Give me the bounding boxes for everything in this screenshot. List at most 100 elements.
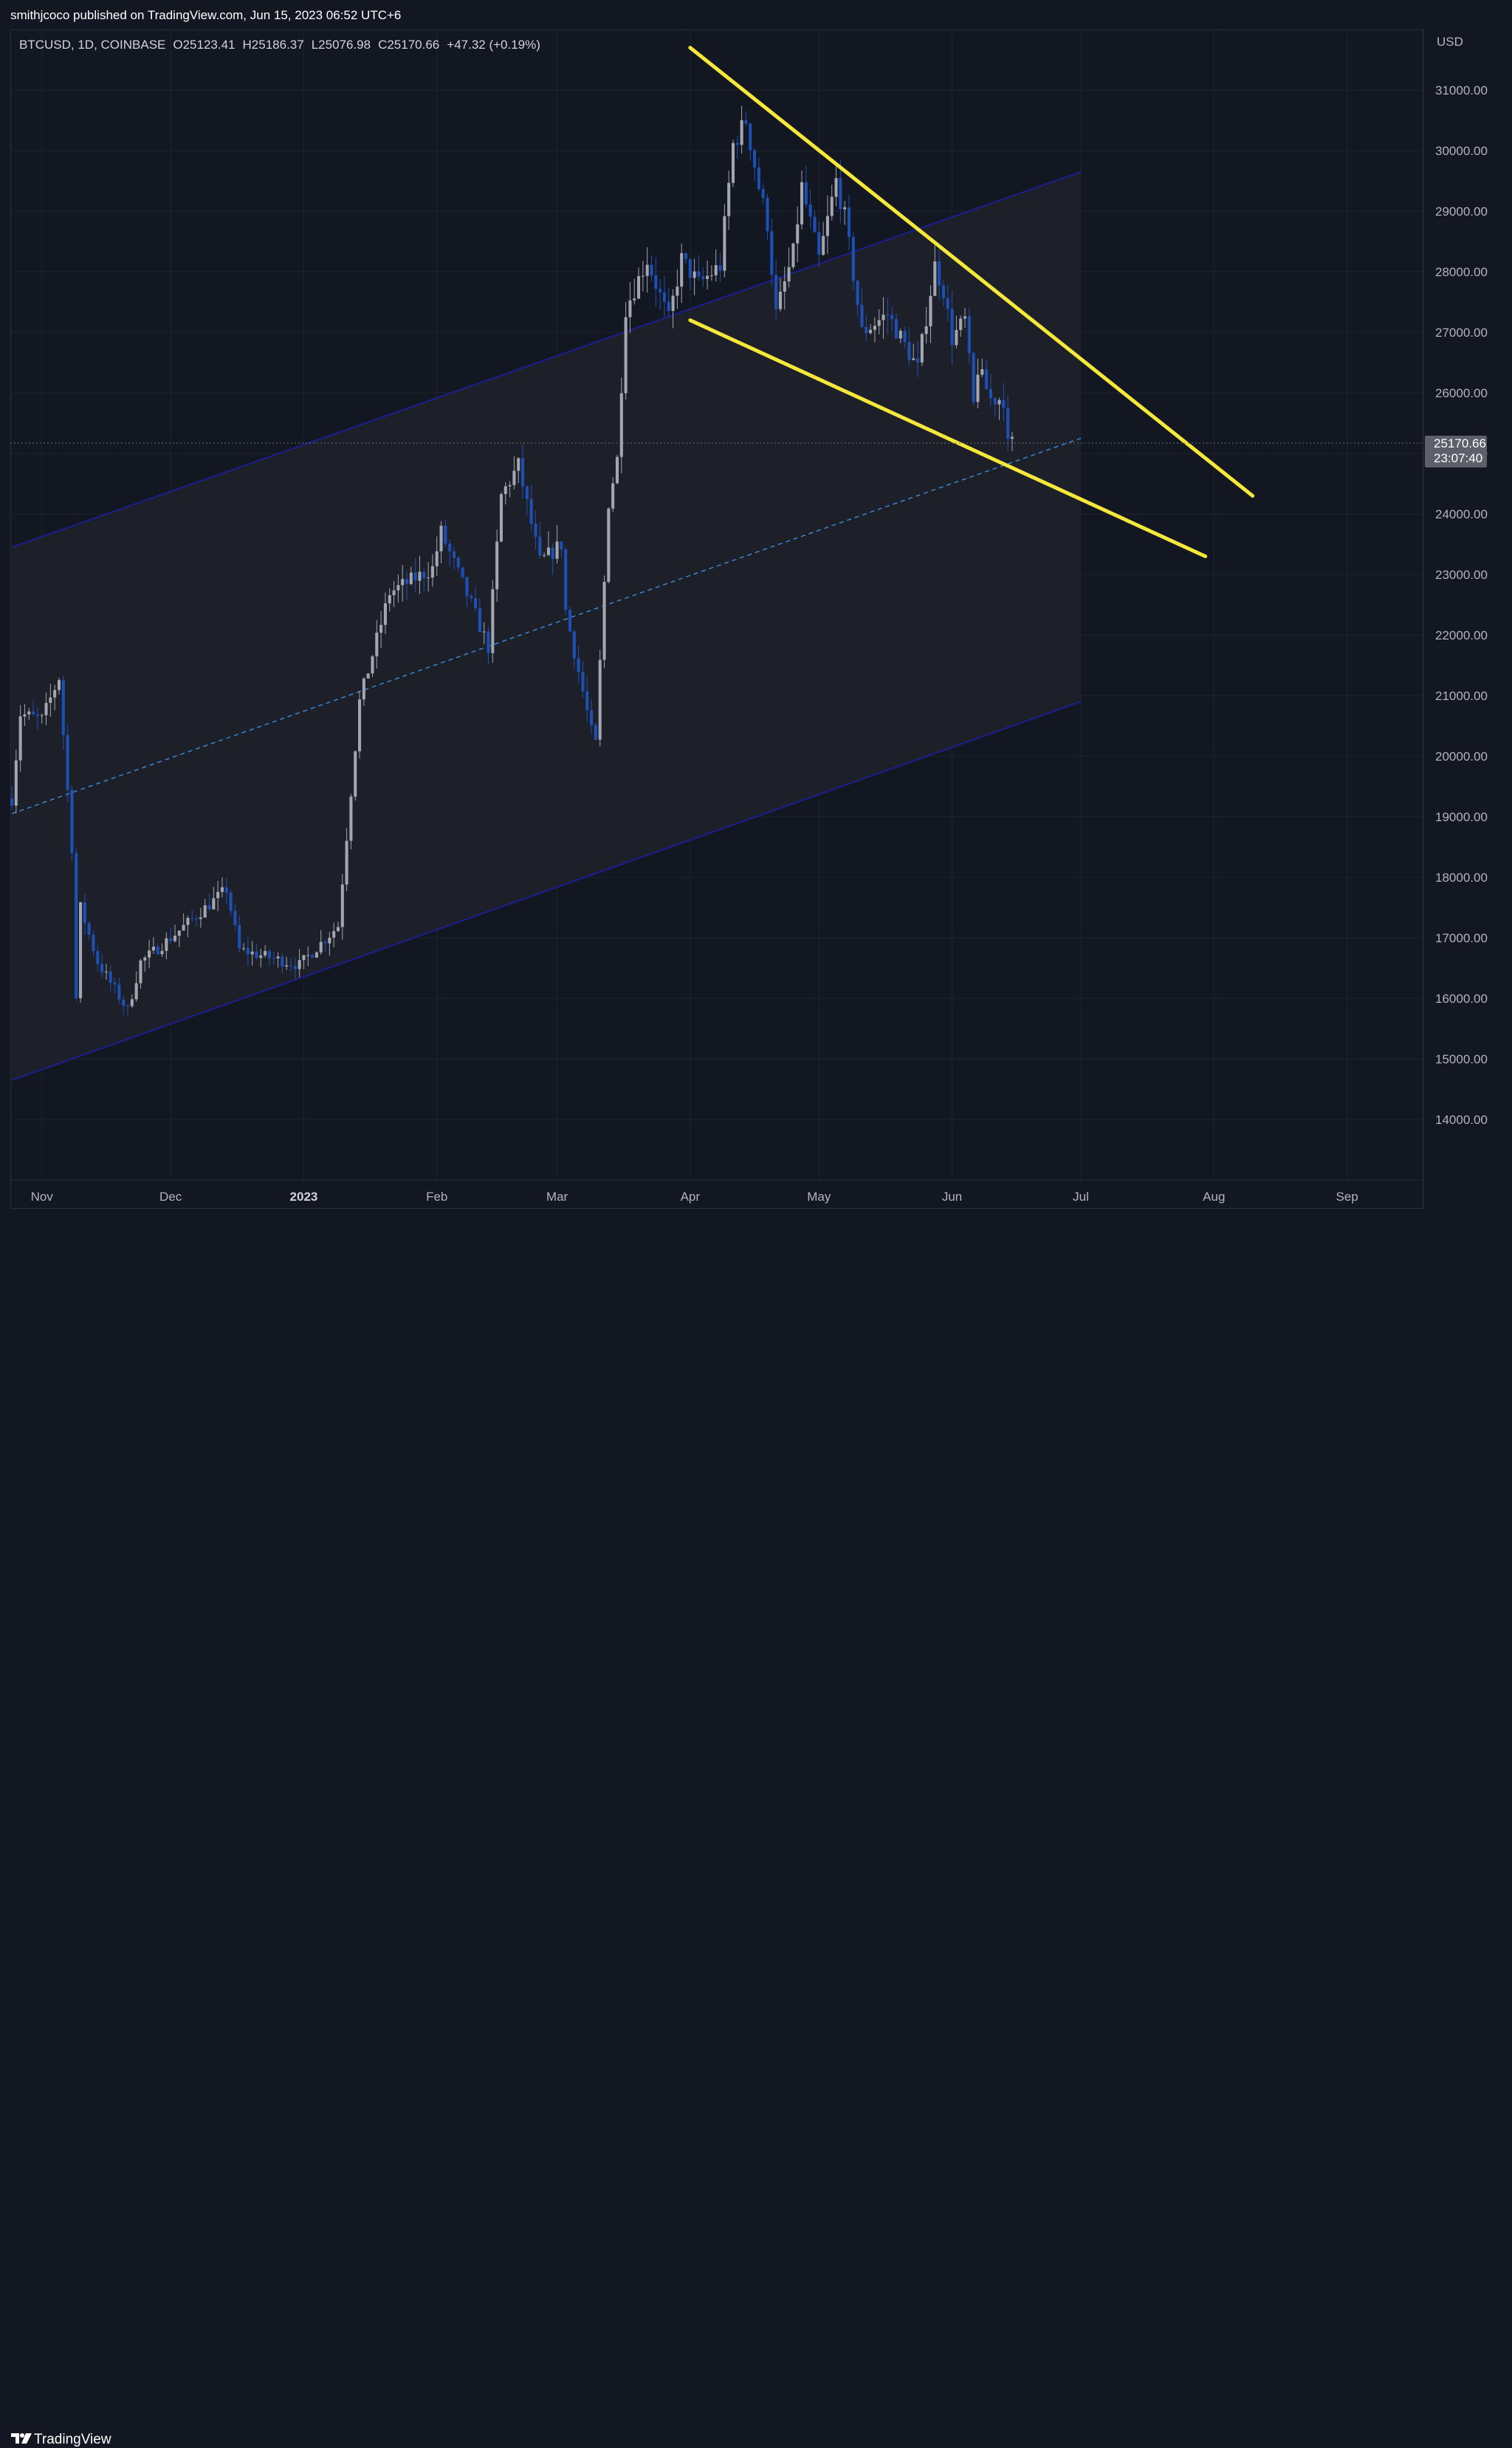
candle-body xyxy=(740,120,743,145)
candle-body xyxy=(916,358,920,363)
candle-body xyxy=(607,508,611,582)
candle-body xyxy=(285,965,289,967)
chart[interactable]: USD 14000.00 15000.00 16000.00 17000.00 1800… xyxy=(0,0,1512,1211)
time-tick-label: 2023 xyxy=(290,1190,318,1204)
candle-body xyxy=(212,898,216,910)
candle-body xyxy=(555,541,559,559)
footer-brand: TradingView xyxy=(34,2432,111,2447)
candle-body xyxy=(70,789,74,854)
candle-body xyxy=(207,905,211,910)
candle-body xyxy=(856,281,859,305)
candle-body xyxy=(241,948,246,950)
candle-body xyxy=(543,555,546,556)
candle-body xyxy=(822,236,825,256)
candle-body xyxy=(379,625,383,633)
candle-body xyxy=(190,918,194,919)
candle-body xyxy=(1002,400,1006,408)
candle-body xyxy=(804,182,808,205)
price-tick-label: 30000.00 xyxy=(1435,144,1488,158)
candle-body xyxy=(151,947,155,951)
candle-body xyxy=(963,316,967,319)
candle-body xyxy=(718,265,722,271)
price-axis[interactable]: USD 14000.00 15000.00 16000.00 17000.00 1800… xyxy=(1435,35,1488,1127)
candle-body xyxy=(259,955,263,959)
candle-body xyxy=(66,735,69,790)
candle-body xyxy=(980,369,984,375)
candle-body xyxy=(1006,408,1010,439)
candle-body xyxy=(452,551,456,558)
candle-body xyxy=(667,301,670,312)
time-tick-label: Nov xyxy=(31,1190,54,1204)
candle-body xyxy=(328,937,331,944)
candle-body xyxy=(302,955,306,961)
candle-body xyxy=(560,541,563,549)
candle-body xyxy=(165,938,168,951)
candle-body xyxy=(924,326,928,335)
candle-body xyxy=(839,178,842,210)
candle-body xyxy=(134,983,138,1000)
publish-info: smithjcoco published on TradingView.com,… xyxy=(10,8,402,22)
candle-body xyxy=(44,702,48,716)
candle-body xyxy=(465,577,469,597)
price-tick-label: 29000.00 xyxy=(1435,205,1488,219)
candle-body xyxy=(504,486,507,495)
wedge-lower-trendline xyxy=(688,318,1208,558)
time-tick-label: Aug xyxy=(1203,1190,1225,1204)
price-tick-label: 17000.00 xyxy=(1435,931,1488,945)
candle-body xyxy=(358,699,362,752)
legend-close: C25170.66 xyxy=(378,38,439,52)
candle-body xyxy=(847,207,851,237)
candle-body xyxy=(671,295,675,312)
candle-body xyxy=(250,951,254,955)
channel-fill xyxy=(12,171,1082,1080)
candle-body xyxy=(676,287,679,296)
candle-body xyxy=(169,938,173,942)
candle-body xyxy=(890,315,894,319)
time-tick-label: Feb xyxy=(426,1190,447,1204)
candle-body xyxy=(422,572,426,578)
candle-body xyxy=(611,483,615,509)
candle-body xyxy=(602,581,606,660)
price-tick-label: 20000.00 xyxy=(1435,750,1488,764)
candle-body xyxy=(332,930,336,938)
candle-body xyxy=(761,188,765,199)
candle-body xyxy=(512,470,516,485)
time-axis[interactable]: Nov Dec 2023 Feb Mar Apr May Jun Jul Aug Sep xyxy=(31,1190,1358,1204)
time-tick-label: Dec xyxy=(159,1190,182,1204)
candle-body xyxy=(774,275,778,309)
candle-body xyxy=(10,798,14,806)
candle-body xyxy=(229,892,233,911)
tradingview-logo-icon xyxy=(11,2433,32,2444)
candle-body xyxy=(744,120,748,124)
candle-body xyxy=(817,232,821,256)
wedge-drawings[interactable] xyxy=(688,46,1255,558)
candle-body xyxy=(749,123,752,151)
candle-body xyxy=(57,679,61,690)
candle-body xyxy=(435,551,439,566)
candle-body xyxy=(143,957,147,961)
candle-body xyxy=(753,150,757,168)
candle-body xyxy=(362,678,365,700)
candle-body xyxy=(456,558,460,568)
candle-body xyxy=(701,276,705,279)
candle-body xyxy=(18,716,22,761)
candle-body xyxy=(122,999,126,1006)
candle-body xyxy=(491,589,495,654)
candle-body xyxy=(203,905,207,918)
candle-body xyxy=(920,334,924,363)
candle-body xyxy=(216,891,220,899)
price-tick-label: 26000.00 xyxy=(1435,386,1488,400)
candle-body xyxy=(224,887,228,893)
candle-body xyxy=(388,594,391,604)
candle-body xyxy=(950,309,954,346)
candle-body xyxy=(336,927,340,931)
candle-body xyxy=(912,358,915,360)
candle-body xyxy=(1010,436,1014,439)
candle-body xyxy=(186,918,190,925)
candle-body xyxy=(319,942,323,953)
candle-body xyxy=(315,952,318,958)
candle-body xyxy=(461,567,464,577)
candle-body xyxy=(709,275,713,276)
candle-body xyxy=(688,258,692,278)
candle-body xyxy=(976,374,980,402)
